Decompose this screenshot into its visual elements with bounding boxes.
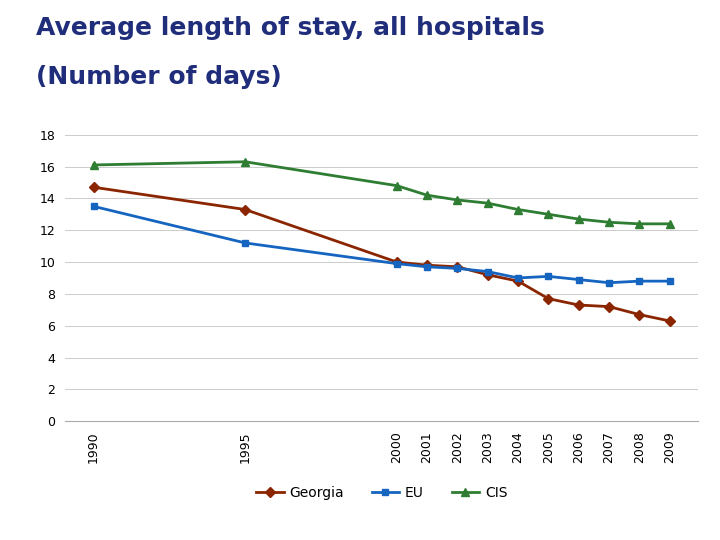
Georgia — [605, 303, 613, 310]
Circle shape — [0, 478, 320, 531]
EU — [665, 278, 674, 285]
Georgia — [423, 262, 431, 268]
Georgia — [575, 302, 583, 308]
Line: EU: EU — [90, 203, 673, 286]
Text: Average length of stay, all hospitals: Average length of stay, all hospitals — [36, 16, 545, 40]
EU — [392, 260, 401, 267]
EU — [605, 280, 613, 286]
CIS — [575, 216, 583, 222]
CIS — [423, 192, 431, 198]
Line: Georgia: Georgia — [90, 184, 673, 325]
EU — [513, 275, 522, 281]
Legend: Georgia, EU, CIS: Georgia, EU, CIS — [251, 480, 513, 505]
Georgia — [665, 318, 674, 324]
Georgia — [483, 272, 492, 278]
Georgia — [241, 206, 250, 213]
CIS — [544, 211, 553, 218]
Text: World Health: World Health — [97, 489, 174, 500]
Text: (Number of days): (Number of days) — [36, 65, 282, 89]
EU — [423, 264, 431, 270]
EU — [575, 276, 583, 283]
Georgia — [635, 312, 644, 318]
CIS — [453, 197, 462, 203]
CIS — [392, 183, 401, 189]
EU — [89, 203, 98, 210]
Georgia — [513, 278, 522, 285]
CIS — [665, 221, 674, 227]
Georgia — [544, 295, 553, 302]
EU — [635, 278, 644, 285]
Georgia — [453, 264, 462, 270]
Georgia — [89, 184, 98, 191]
Line: CIS: CIS — [89, 158, 674, 228]
CIS — [483, 200, 492, 206]
EU — [453, 265, 462, 272]
CIS — [513, 206, 522, 213]
CIS — [605, 219, 613, 226]
Text: WHO-EURO. Health far all data base: WHO-EURO. Health far all data base — [526, 503, 713, 514]
EU — [241, 240, 250, 246]
EU — [544, 273, 553, 280]
CIS — [635, 221, 644, 227]
EU — [483, 268, 492, 275]
CIS — [241, 159, 250, 165]
Text: Organization: Organization — [97, 512, 174, 523]
CIS — [89, 161, 98, 168]
Georgia — [392, 259, 401, 265]
